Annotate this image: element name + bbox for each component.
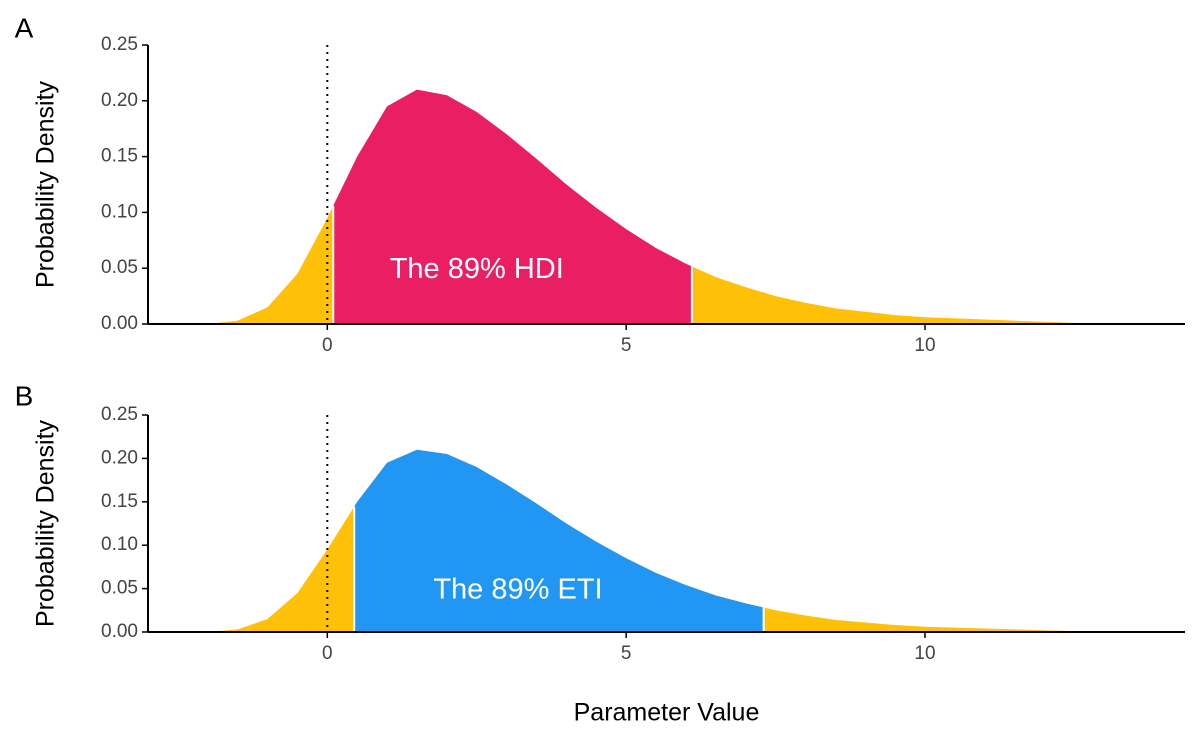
x-tick-label: 0	[322, 643, 333, 664]
y-axis-label: Probability Density	[32, 80, 60, 288]
panel-label: B	[15, 380, 34, 411]
y-tick-label: 0.25	[101, 34, 138, 55]
x-axis-label: Parameter Value	[574, 699, 760, 727]
y-tick-label: 0.10	[101, 201, 138, 222]
x-tick-label: 5	[621, 643, 632, 664]
y-tick-label: 0.00	[101, 313, 138, 334]
x-tick-label: 10	[914, 643, 935, 664]
y-tick-label: 0.10	[101, 534, 138, 555]
y-tick-label: 0.20	[101, 447, 138, 468]
y-tick-label: 0.05	[101, 578, 138, 599]
interval-area	[354, 449, 764, 632]
y-tick-label: 0.20	[101, 90, 138, 111]
y-axis-label: Probability Density	[32, 419, 60, 627]
y-tick-label: 0.15	[101, 491, 138, 512]
annotation: The 89% ETI	[433, 573, 602, 605]
x-tick-label: 0	[322, 335, 333, 356]
y-tick-label: 0.00	[101, 621, 138, 642]
panel-label: A	[15, 12, 34, 43]
y-tick-label: 0.25	[101, 404, 138, 425]
x-tick-label: 10	[914, 335, 935, 356]
annotation: The 89% HDI	[390, 253, 564, 285]
y-tick-label: 0.15	[101, 146, 138, 167]
interval-area	[333, 89, 692, 324]
y-tick-label: 0.05	[101, 257, 138, 278]
x-tick-label: 5	[621, 335, 632, 356]
